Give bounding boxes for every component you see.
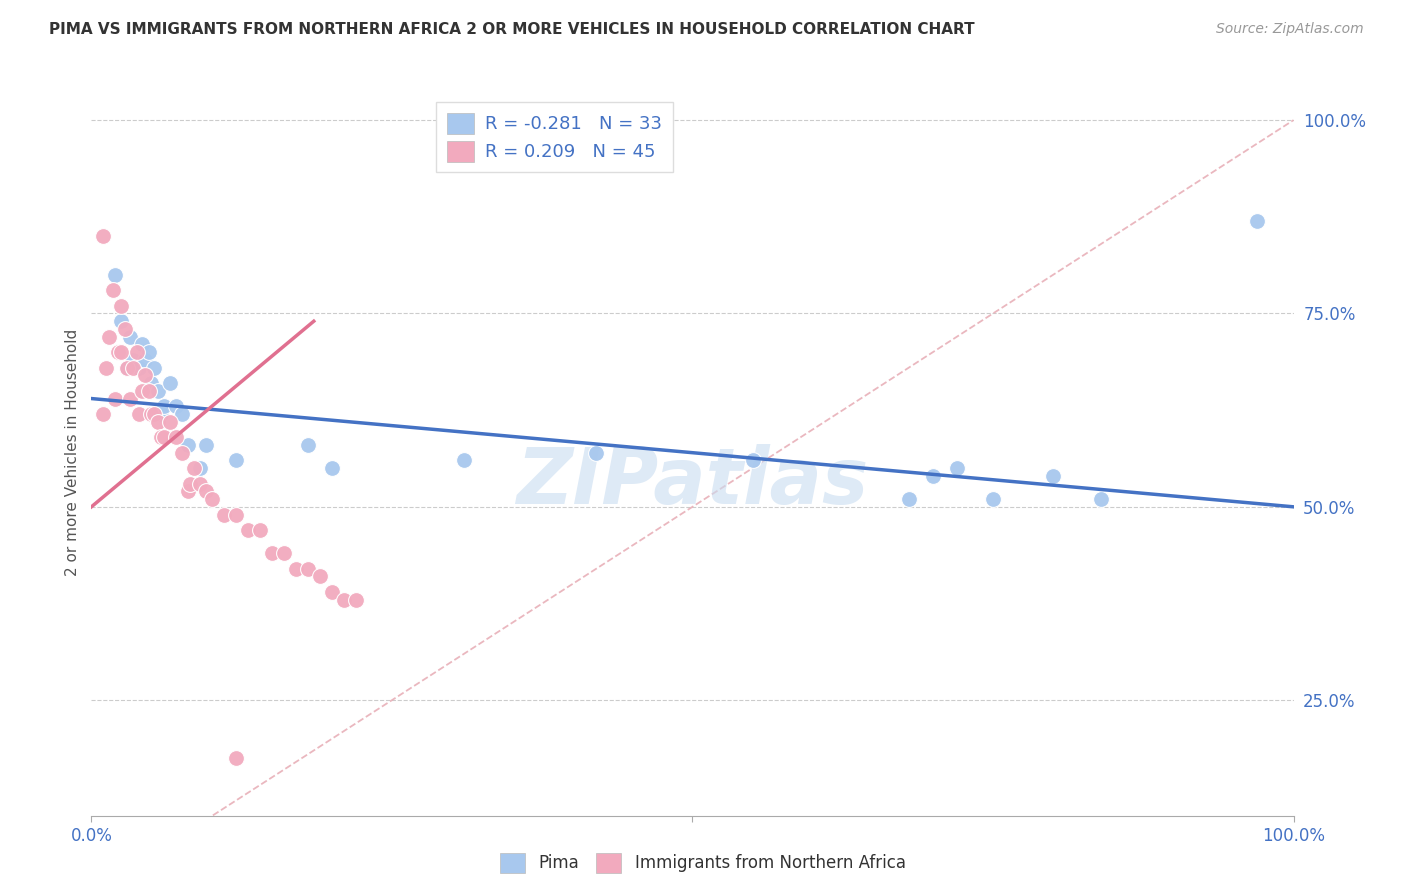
Point (1090, 492, 1112, 507)
Point (141, 376, 163, 390)
Point (981, 492, 1004, 507)
Point (188, 461, 211, 475)
Point (225, 453, 247, 467)
Point (134, 352, 156, 367)
Point (150, 407, 173, 421)
Point (94, 360, 117, 375)
Point (1042, 469, 1064, 483)
Point (1246, 213, 1268, 227)
Text: PIMA VS IMMIGRANTS FROM NORTHERN AFRICA 2 OR MORE VEHICLES IN HOUSEHOLD CORRELAT: PIMA VS IMMIGRANTS FROM NORTHERN AFRICA … (49, 22, 974, 37)
Point (159, 415, 181, 429)
Point (110, 299, 132, 313)
Point (188, 476, 211, 491)
Point (179, 476, 201, 491)
Point (176, 484, 198, 499)
Point (176, 438, 198, 452)
Point (138, 384, 160, 398)
Point (142, 360, 165, 375)
Point (922, 469, 945, 483)
Point (118, 329, 141, 343)
Point (333, 592, 356, 607)
Point (93, 407, 115, 421)
Point (142, 407, 165, 421)
Point (183, 461, 205, 475)
Point (897, 492, 920, 507)
Point (170, 407, 193, 421)
Point (125, 345, 148, 359)
Point (93, 229, 115, 244)
Point (122, 360, 145, 375)
Point (117, 360, 139, 375)
Point (122, 352, 145, 367)
Legend: R = -0.281   N = 33, R = 0.209   N = 45: R = -0.281 N = 33, R = 0.209 N = 45 (436, 102, 672, 172)
Point (141, 407, 163, 421)
Point (284, 562, 307, 576)
Point (297, 438, 319, 452)
Point (946, 461, 969, 475)
Point (131, 384, 153, 398)
Point (110, 314, 132, 328)
Point (134, 368, 156, 383)
Point (741, 453, 763, 467)
Point (98, 329, 121, 343)
Point (159, 376, 181, 390)
Point (170, 446, 193, 460)
Point (308, 569, 330, 583)
Point (150, 430, 173, 444)
Point (260, 546, 283, 560)
Point (131, 337, 153, 351)
Point (236, 523, 259, 537)
Point (114, 322, 136, 336)
Point (152, 399, 174, 413)
Legend: Pima, Immigrants from Northern Africa: Pima, Immigrants from Northern Africa (494, 847, 912, 880)
Point (165, 430, 187, 444)
Point (297, 562, 319, 576)
Point (194, 484, 217, 499)
Point (138, 345, 160, 359)
Point (225, 751, 247, 765)
Point (585, 446, 607, 460)
Point (128, 360, 150, 375)
Point (152, 430, 174, 444)
Point (117, 360, 139, 375)
Point (321, 585, 343, 599)
Point (344, 592, 367, 607)
Point (146, 415, 169, 429)
Point (194, 438, 217, 452)
Point (212, 508, 235, 522)
Point (273, 546, 295, 560)
Point (101, 283, 124, 297)
Point (453, 453, 475, 467)
Point (321, 461, 343, 475)
Text: Source: ZipAtlas.com: Source: ZipAtlas.com (1216, 22, 1364, 37)
Point (201, 492, 224, 507)
Point (249, 523, 271, 537)
Point (104, 392, 127, 406)
Point (128, 407, 150, 421)
Point (225, 508, 247, 522)
Point (104, 268, 127, 282)
Point (118, 392, 141, 406)
Point (107, 345, 129, 359)
Point (165, 399, 187, 413)
Text: ZIPatlas: ZIPatlas (516, 443, 869, 520)
Y-axis label: 2 or more Vehicles in Household: 2 or more Vehicles in Household (65, 329, 80, 576)
Point (146, 384, 169, 398)
Point (110, 345, 132, 359)
